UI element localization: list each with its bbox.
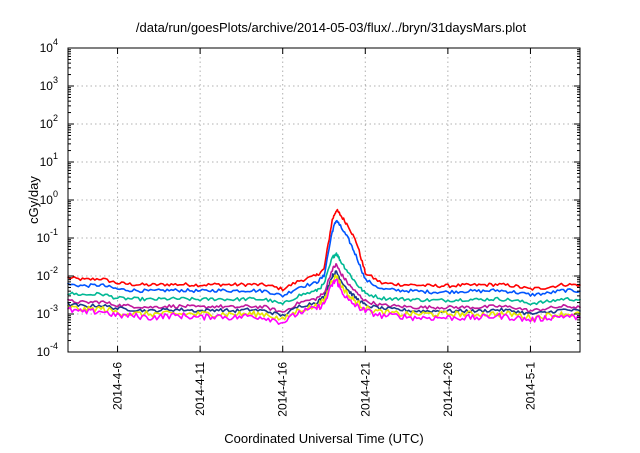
- y-tick-label: 10-1: [37, 227, 58, 245]
- axis-ticks: 10-4 10-3 10-2 10-1 100 101 102 103 104 2014-4-6 2…: [37, 37, 580, 417]
- y-tick-label: 100: [40, 189, 58, 207]
- y-tick-label: 10-2: [37, 265, 58, 283]
- grid-lines: [68, 48, 580, 352]
- x-axis-label: Coordinated Universal Time (UTC): [224, 431, 423, 446]
- series-line-1: [67, 208, 581, 292]
- x-tick-label: 2014-4-6: [111, 362, 125, 410]
- y-tick-label: 103: [40, 75, 58, 93]
- y-tick-label: 102: [40, 113, 58, 131]
- y-axis-label: cGy/day: [26, 176, 41, 224]
- chart-title: /data/run/goesPlots/archive/2014-05-03/f…: [136, 20, 527, 35]
- series-line-7: [67, 278, 581, 325]
- x-tick-label: 2014-4-16: [276, 362, 290, 417]
- series-line-2: [67, 219, 581, 298]
- series-line-4: [67, 263, 581, 313]
- series-lines: [67, 208, 581, 325]
- y-tick-label: 104: [40, 37, 58, 55]
- x-tick-label: 2014-4-21: [358, 362, 372, 417]
- y-tick-label: 101: [40, 151, 58, 169]
- series-line-3: [67, 252, 581, 306]
- x-tick-label: 2014-5-1: [523, 362, 537, 410]
- y-tick-label: 10-4: [37, 341, 58, 359]
- x-tick-label: 2014-4-26: [441, 362, 455, 417]
- x-tick-label: 2014-4-11: [193, 362, 207, 416]
- y-tick-label: 10-3: [37, 303, 58, 321]
